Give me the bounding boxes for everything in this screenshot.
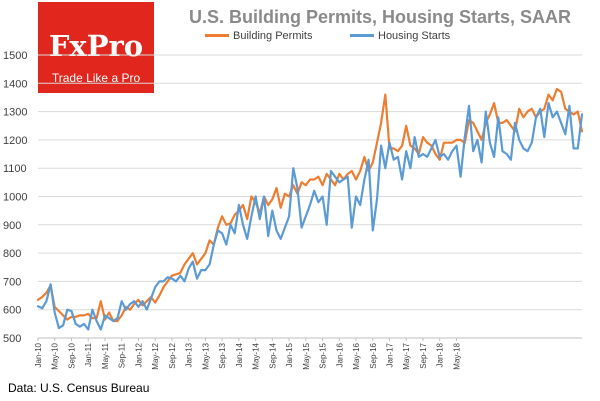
- y-tick-label-600: 600: [3, 305, 21, 317]
- x-tick-label-Jan-14: Jan-14: [235, 342, 244, 367]
- legend-swatch-starts: [350, 33, 374, 37]
- legend-label-permits: Building Permits: [233, 30, 313, 42]
- x-tick-label-Sep-16: Sep-16: [369, 342, 378, 368]
- y-tick-label-1300: 1300: [3, 107, 27, 119]
- logo-tagline: Trade Like a Pro: [51, 71, 141, 85]
- x-tick-label-May-18: May-18: [452, 342, 461, 369]
- x-tick-label-May-11: May-11: [101, 342, 110, 369]
- y-tick-label-1400: 1400: [3, 78, 27, 90]
- chart-title: U.S. Building Permits, Housing Starts, S…: [188, 7, 572, 27]
- legend-swatch-permits: [205, 33, 229, 37]
- x-tick-label-Sep-10: Sep-10: [67, 342, 76, 368]
- y-tick-label-500: 500: [3, 333, 21, 345]
- y-tick-label-1200: 1200: [3, 135, 27, 147]
- x-tick-label-Sep-13: Sep-13: [218, 342, 227, 368]
- x-tick-label-May-12: May-12: [151, 342, 160, 369]
- y-tick-label-1000: 1000: [3, 192, 27, 204]
- x-tick-label-May-16: May-16: [352, 342, 361, 369]
- legend-label-starts: Housing Starts: [378, 30, 451, 42]
- x-tick-label-Sep-14: Sep-14: [268, 342, 277, 368]
- x-tick-label-Jan-11: Jan-11: [84, 342, 93, 366]
- legend-housing-starts: Housing Starts: [350, 30, 450, 42]
- series-line-housing-starts: [36, 101, 584, 331]
- x-tick-label-Sep-17: Sep-17: [419, 342, 428, 368]
- y-tick-label-900: 900: [3, 220, 21, 232]
- series-points-building-permits: [37, 88, 583, 322]
- x-tick-label-Sep-11: Sep-11: [118, 342, 127, 368]
- x-tick-label-Sep-15: Sep-15: [319, 342, 328, 368]
- x-tick-label-Jan-15: Jan-15: [285, 342, 294, 367]
- x-tick-label-May-13: May-13: [201, 342, 210, 369]
- x-tick-label-Jan-18: Jan-18: [436, 342, 445, 367]
- legend-building-permits: Building Permits: [205, 30, 312, 42]
- fxpro-logo: FxPro Trade Like a Pro: [38, 2, 154, 93]
- x-tick-label-May-10: May-10: [51, 342, 60, 369]
- y-tick-label-1500: 1500: [3, 50, 27, 62]
- y-tick-label-700: 700: [3, 276, 21, 288]
- series-points-housing-starts: [37, 103, 583, 330]
- x-tick-label-Jan-10: Jan-10: [34, 342, 43, 367]
- y-tick-label-1100: 1100: [3, 163, 27, 175]
- x-tick-label-May-14: May-14: [252, 342, 261, 369]
- x-tick-label-Jan-12: Jan-12: [134, 342, 143, 367]
- y-tick-label-800: 800: [3, 248, 21, 260]
- x-tick-label-Jan-16: Jan-16: [335, 342, 344, 367]
- x-tick-label-Jan-13: Jan-13: [185, 342, 194, 367]
- x-tick-label-May-15: May-15: [302, 342, 311, 369]
- x-tick-label-May-17: May-17: [402, 342, 411, 369]
- x-tick-label-Sep-12: Sep-12: [168, 342, 177, 368]
- x-tick-label-Jan-17: Jan-17: [386, 342, 395, 367]
- logo-wordmark: FxPro: [48, 29, 144, 63]
- source-note: Data: U.S. Census Bureau: [8, 381, 150, 395]
